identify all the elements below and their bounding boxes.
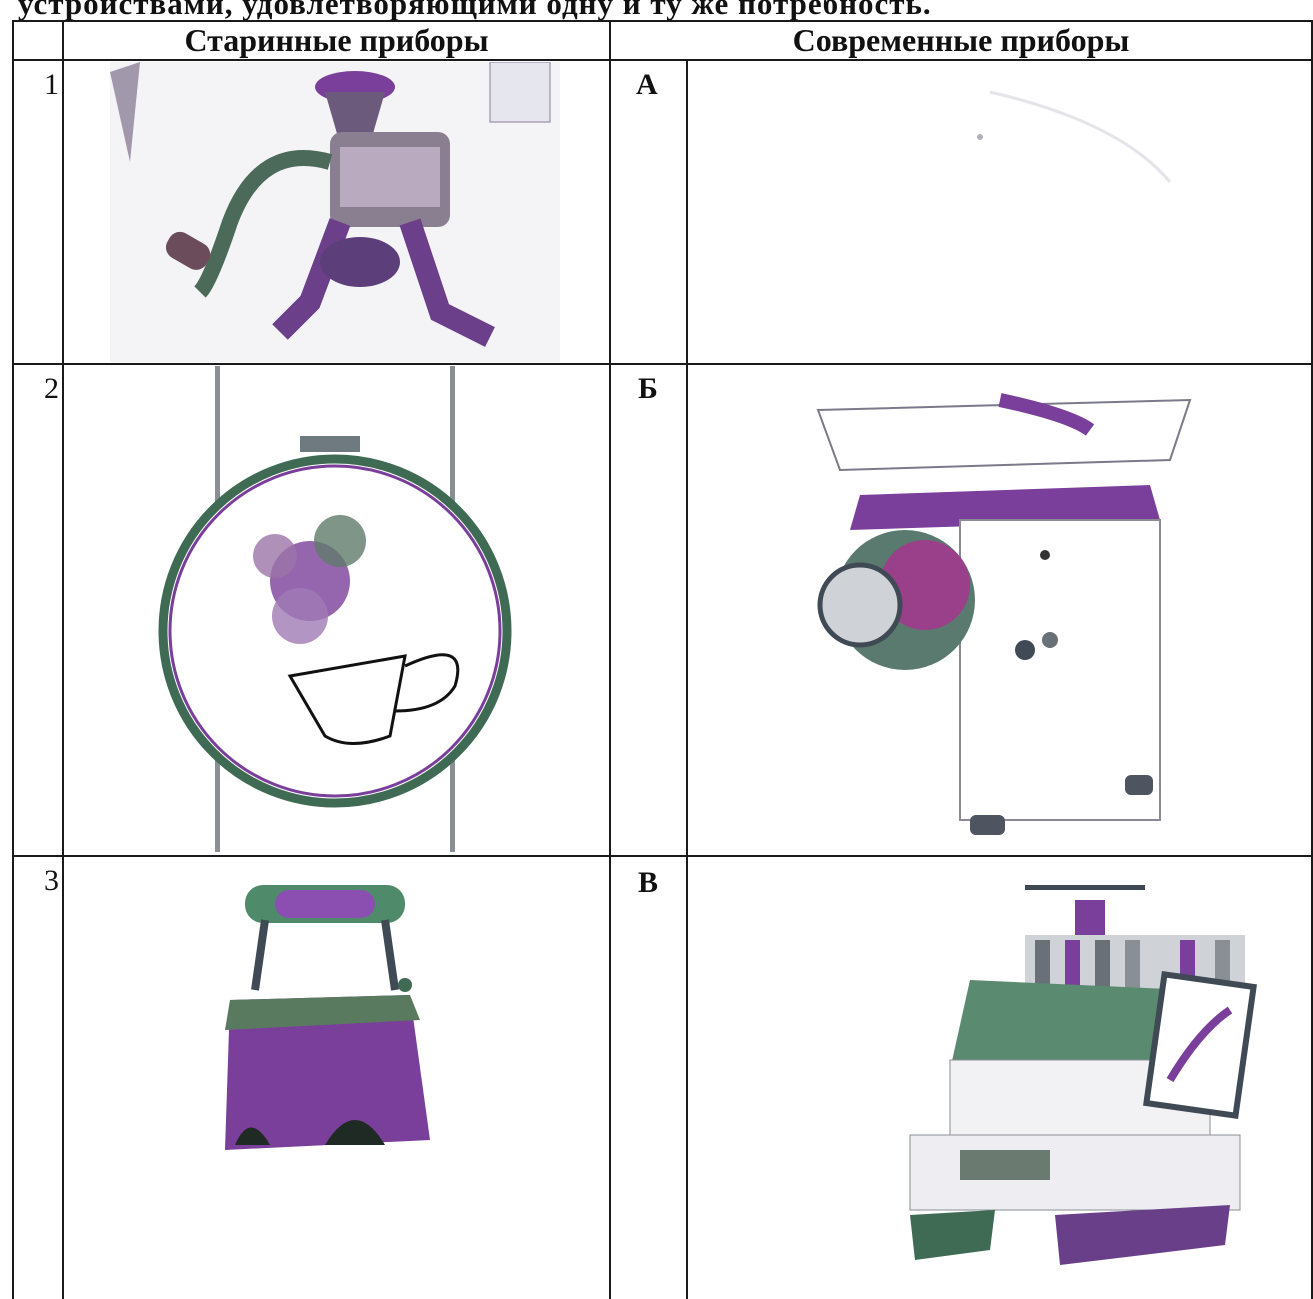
letter-col-divider bbox=[686, 59, 688, 1299]
header-old-devices: Старинные приборы bbox=[184, 21, 489, 58]
embroidery-machine-image bbox=[909, 885, 1257, 1265]
row-letter-b: Б bbox=[638, 372, 658, 405]
row-divider-1 bbox=[12, 363, 1313, 365]
table-right-border bbox=[1311, 20, 1313, 1299]
row-letter-v: В bbox=[638, 866, 659, 899]
header-modern-devices: Современные приборы bbox=[792, 21, 1130, 58]
coal-iron-image bbox=[225, 885, 430, 1150]
old-new-divider bbox=[609, 20, 611, 1299]
header-divider bbox=[12, 59, 1313, 61]
row-number-3: 3 bbox=[44, 864, 59, 897]
page-heading: устройствами, удовлетворяющими одну и ту… bbox=[18, 0, 932, 21]
table-top-border bbox=[12, 20, 1313, 22]
table-left-border bbox=[12, 20, 14, 1299]
electric-meat-grinder-image bbox=[816, 393, 1192, 835]
row-number-1: 1 bbox=[44, 68, 59, 101]
manual-meat-grinder-image bbox=[110, 62, 560, 362]
row-letter-a: А bbox=[636, 68, 658, 101]
embroidery-hoop-image bbox=[158, 366, 512, 852]
num-col-divider bbox=[62, 20, 64, 1299]
row-number-2: 2 bbox=[44, 372, 59, 405]
faded-device-image bbox=[977, 90, 1172, 183]
row-divider-2 bbox=[12, 855, 1313, 857]
